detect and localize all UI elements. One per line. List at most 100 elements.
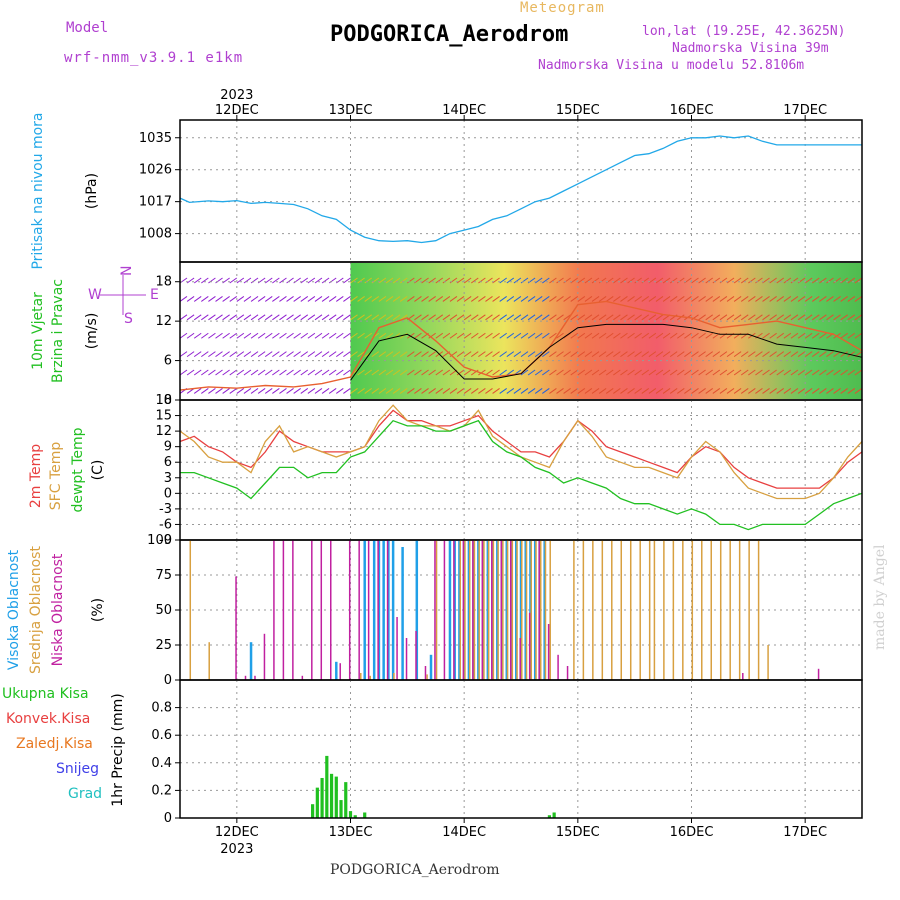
wind-barb: [726, 388, 735, 394]
wind-barb: [250, 314, 259, 321]
wind-barb: [293, 296, 301, 302]
wind-barb: [527, 351, 536, 358]
legend-konvek-kisa: Konvek.Kisa: [6, 711, 90, 727]
wind-barb: [549, 314, 557, 321]
wind-barb: [328, 296, 337, 302]
wind-barb: [492, 351, 500, 358]
wind-barb: [392, 277, 401, 284]
wind-barb: [222, 388, 230, 394]
wind-barb: [272, 351, 280, 358]
wind-barb: [811, 351, 820, 358]
wind-barb: [193, 314, 202, 321]
wind-barb: [854, 296, 863, 302]
wind-barb: [620, 388, 628, 394]
wind-barb: [712, 388, 721, 394]
ytick-label: 18: [155, 393, 172, 408]
wind-barb: [286, 296, 294, 302]
wind-barb: [762, 351, 770, 358]
wind-barb: [399, 332, 408, 339]
wind-barb: [769, 296, 777, 302]
ylabel-temp-dewpt: dewpt Temp: [70, 427, 86, 512]
wind-barb: [250, 332, 259, 339]
wind-barb: [776, 369, 785, 376]
wind-barb: [776, 296, 785, 302]
wind-barb: [201, 351, 209, 358]
wind-barb: [811, 369, 820, 376]
wind-barb: [229, 369, 238, 376]
wind-barb: [321, 351, 330, 358]
wind-barb: [499, 351, 507, 358]
wind-barb: [343, 277, 351, 284]
footer-station: PODGORICA_Aerodrom: [330, 862, 500, 878]
wind-barb: [819, 351, 827, 358]
wind-barb: [435, 332, 444, 339]
wind-barb: [598, 332, 607, 339]
wind-barb: [669, 277, 678, 284]
wind-barb: [755, 388, 763, 394]
wind-barb: [307, 369, 316, 376]
wind-barb: [662, 277, 671, 284]
wind-barb: [264, 277, 273, 284]
wind-barb: [442, 332, 451, 339]
wind-barb: [598, 369, 607, 376]
wind-barb: [222, 369, 230, 376]
wind-barb: [179, 314, 188, 321]
wind-barb: [392, 351, 401, 358]
wind-barb: [591, 369, 600, 376]
wind-barb: [470, 351, 479, 358]
wind-barb: [229, 296, 238, 302]
wind-barb: [669, 388, 678, 394]
wind-barb: [272, 277, 280, 284]
wind-barb: [328, 369, 337, 376]
wind-barb: [293, 277, 301, 284]
ylabel-wind-unit: (m/s): [84, 313, 100, 350]
wind-barb: [215, 369, 223, 376]
wind-barb: [236, 277, 245, 284]
wind-barb: [201, 332, 209, 339]
wind-barb: [208, 277, 216, 284]
wind-barb: [733, 314, 742, 321]
wind-barb: [449, 332, 458, 339]
wind-barb: [819, 369, 827, 376]
wind-barb: [542, 332, 550, 339]
wind-barb: [584, 388, 593, 394]
wind-barb: [428, 388, 436, 394]
wind-barb: [769, 388, 777, 394]
wind-barb: [698, 277, 706, 284]
wind-barb: [350, 351, 358, 358]
wind-barb: [336, 314, 344, 321]
wind-barb: [492, 332, 500, 339]
wind-barb: [641, 351, 650, 358]
wind-barb: [414, 314, 422, 321]
wind-barb: [208, 314, 216, 321]
wind-barb: [250, 296, 259, 302]
wind-barb: [201, 369, 209, 376]
wind-barb: [279, 369, 287, 376]
wind-barb: [343, 369, 351, 376]
wind-barb: [222, 351, 230, 358]
wind-barb: [563, 369, 571, 376]
wind-barb: [804, 388, 813, 394]
wind-barb: [748, 277, 756, 284]
meteogram-label: Meteogram: [520, 0, 605, 16]
wind-barb: [698, 388, 706, 394]
wind-barb: [279, 277, 287, 284]
wind-barb: [691, 296, 699, 302]
wind-barb: [478, 388, 486, 394]
wind-barb: [186, 277, 195, 284]
wind-barb: [527, 369, 536, 376]
xtick-bottom-15dec: 15DEC: [556, 825, 600, 840]
wind-barb: [293, 351, 301, 358]
wind-barb: [577, 388, 586, 394]
wind-barb: [790, 351, 799, 358]
wind-barb: [215, 351, 223, 358]
wind-barb: [705, 332, 713, 339]
wind-barb: [357, 332, 365, 339]
wind-barb: [712, 351, 721, 358]
wind-barb: [591, 332, 600, 339]
wind-barb: [755, 296, 763, 302]
wind-barb: [286, 369, 294, 376]
wind-barb: [186, 332, 195, 339]
wind-barb: [314, 369, 323, 376]
wind-barb: [826, 296, 834, 302]
